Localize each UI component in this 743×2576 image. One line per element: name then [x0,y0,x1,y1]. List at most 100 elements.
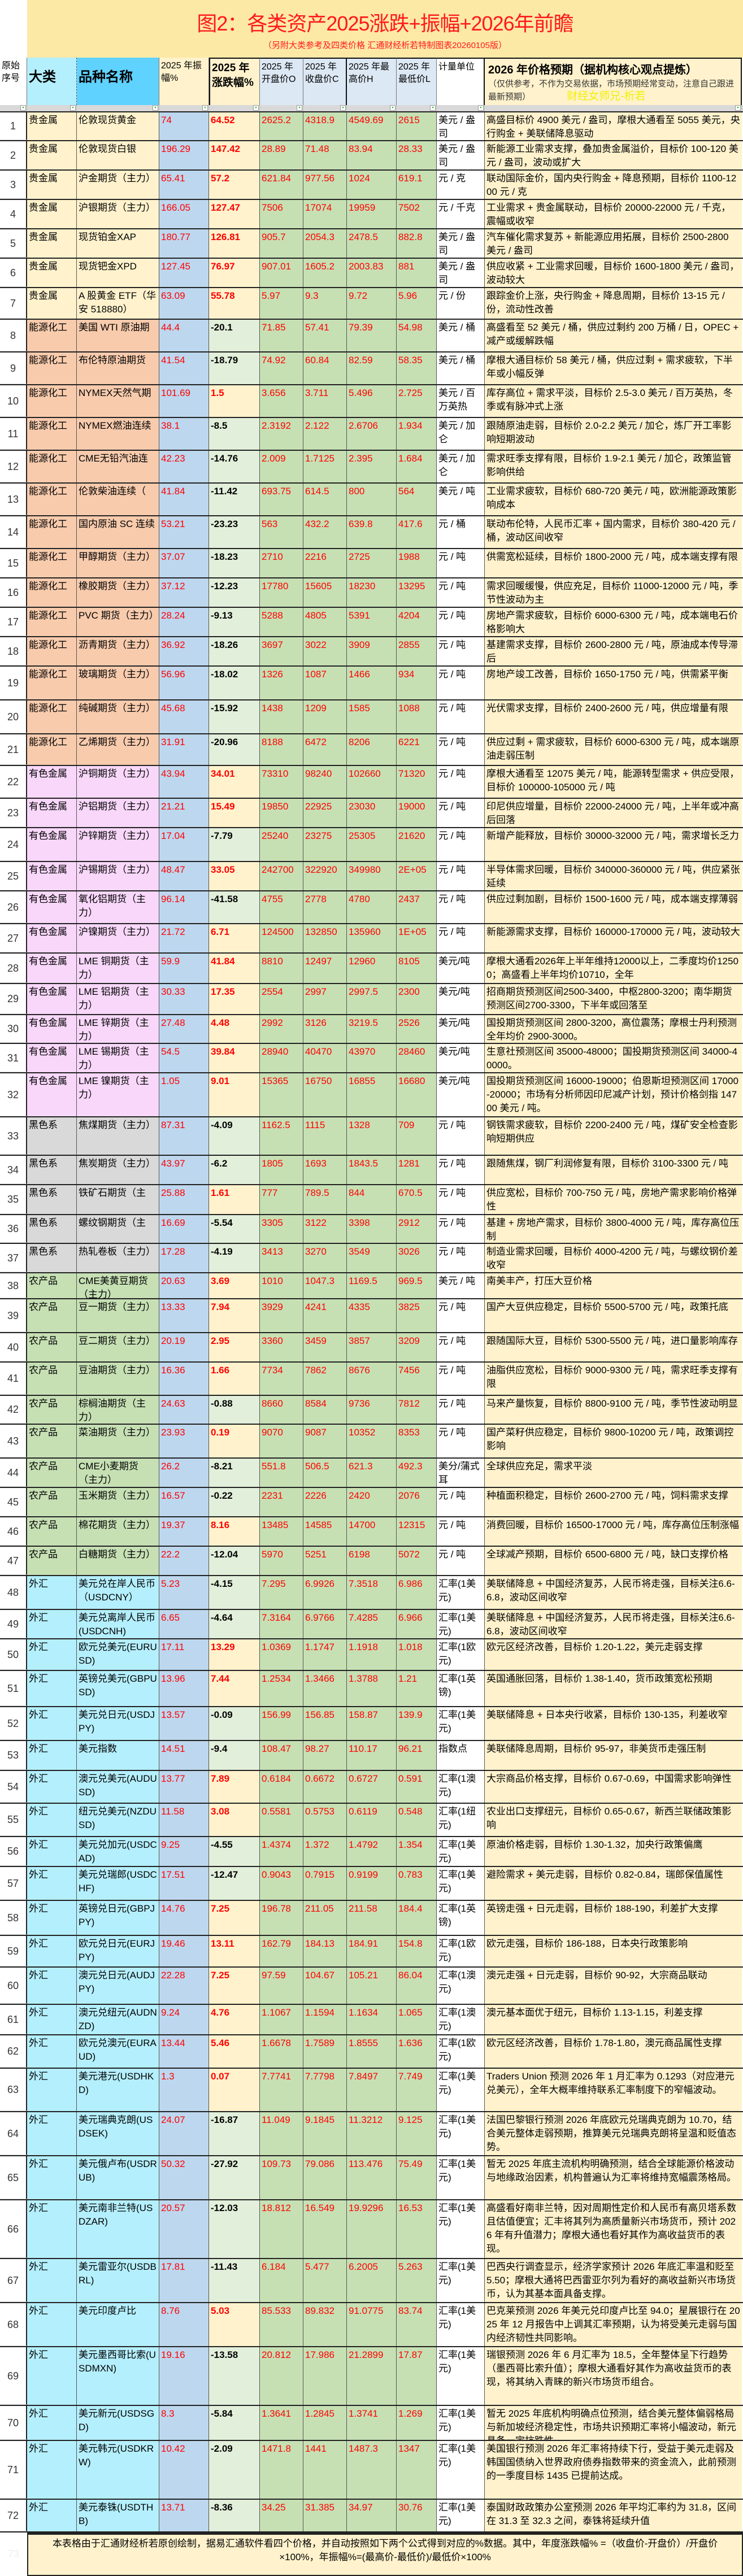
high-price-cell[interactable]: 18230 [347,578,397,607]
name-cell[interactable]: LME 锡期货（主力） [77,1044,159,1072]
unit-cell[interactable]: 汇率(1美元) [437,1707,485,1740]
category-cell[interactable]: 有色金属 [27,891,77,923]
category-cell[interactable]: 有色金属 [27,766,77,798]
open-price-cell[interactable]: 71.85 [260,320,303,351]
low-price-cell[interactable]: 3209 [397,1333,437,1361]
forecast-cell[interactable]: 巴西央行调查显示，经济学家预计 2026 年底汇率温和贬至 5.50；摩根大通将… [485,2259,742,2302]
unit-cell[interactable]: 元 / 吨 [437,700,485,733]
high-price-cell[interactable]: 1.3788 [347,1671,397,1706]
low-price-cell[interactable]: 0.591 [397,1771,437,1803]
amplitude-cell[interactable]: 21.21 [159,799,209,827]
row-seq[interactable]: 49 [0,1610,27,1638]
open-price-cell[interactable]: 1.1067 [260,2005,303,2034]
open-price-cell[interactable]: 6.184 [260,2259,303,2302]
amplitude-cell[interactable]: 196.29 [159,141,209,169]
open-price-cell[interactable]: 7.7741 [260,2069,303,2111]
row-seq[interactable]: 47 [0,1547,27,1575]
unit-cell[interactable]: 元 / 吨 [437,1425,485,1457]
name-cell[interactable]: 美元港元(USDHKD) [77,2069,159,2111]
amplitude-cell[interactable]: 50.32 [159,2156,209,2199]
header-seq[interactable]: 原始序号 [0,58,27,105]
forecast-cell[interactable]: 欧元区经济改善，目标价 1.20-1.22，美元走弱支撑 [485,1639,742,1670]
change-cell[interactable]: 4.76 [209,2005,260,2034]
low-price-cell[interactable]: 16.53 [397,2200,437,2258]
low-price-cell[interactable]: 2912 [397,1215,437,1243]
unit-cell[interactable]: 汇率(1美元) [437,2406,485,2440]
row-seq[interactable]: 30 [0,1015,27,1043]
close-price-cell[interactable]: 0.6672 [303,1771,347,1803]
name-cell[interactable]: 伦敦柴油连续（ [77,484,159,515]
amplitude-cell[interactable]: 9.24 [159,2005,209,2034]
amplitude-cell[interactable]: 56.96 [159,667,209,699]
open-price-cell[interactable]: 0.6184 [260,1771,303,1803]
row-seq[interactable]: 39 [0,1299,27,1332]
open-price-cell[interactable]: 3929 [260,1299,303,1332]
filter-dropdown-icon[interactable]: ▾ [340,105,346,111]
category-cell[interactable]: 贵金属 [27,229,77,258]
row-seq[interactable]: 23 [0,799,27,827]
high-price-cell[interactable]: 34.97 [347,2500,397,2531]
change-cell[interactable]: 7.25 [209,1901,260,1935]
name-cell[interactable]: 美元泰铢(USDTHB) [77,2500,159,2531]
category-cell[interactable]: 有色金属 [27,924,77,952]
row-seq[interactable]: 46 [0,1517,27,1546]
header-category[interactable]: 大类 [27,58,77,105]
close-price-cell[interactable]: 1.7589 [303,2035,347,2068]
close-price-cell[interactable]: 9.1845 [303,2112,347,2155]
name-cell[interactable]: NYMEX天然气期 [77,385,159,417]
high-price-cell[interactable]: 43970 [347,1044,397,1072]
high-price-cell[interactable]: 113.476 [347,2156,397,2199]
category-cell[interactable]: 农产品 [27,1333,77,1361]
amplitude-cell[interactable]: 127.45 [159,259,209,287]
low-price-cell[interactable]: 882.8 [397,229,437,258]
unit-cell[interactable]: 美元 / 盎司 [437,112,485,140]
name-cell[interactable]: 现货钯金XPD [77,259,159,287]
name-cell[interactable]: 白糖期货（主力） [77,1547,159,1575]
low-price-cell[interactable]: 6221 [397,734,437,765]
close-price-cell[interactable]: 2216 [303,549,347,577]
high-price-cell[interactable]: 7.8497 [347,2069,397,2111]
row-seq[interactable]: 58 [0,1901,27,1935]
unit-cell[interactable]: 美元 / 盎司 [437,141,485,169]
close-price-cell[interactable]: 17074 [303,200,347,228]
forecast-cell[interactable]: 高盛看好南非兰特，因对周期性定价和人民币有高贝塔系数且估值便宜；汇丰将其列为高质… [485,2200,742,2258]
row-seq[interactable]: 69 [0,2347,27,2405]
close-price-cell[interactable]: 1115 [303,1117,347,1155]
row-seq[interactable]: 13 [0,484,27,515]
row-seq[interactable]: 68 [0,2303,27,2346]
forecast-cell[interactable]: 生意社预测区间 35000-48000；国投期货预测区间 34000-40000… [485,1044,742,1072]
category-cell[interactable]: 能源化工 [27,418,77,450]
high-price-cell[interactable]: 158.87 [347,1707,397,1740]
high-price-cell[interactable]: 79.39 [347,320,397,351]
row-seq[interactable]: 50 [0,1639,27,1670]
change-cell[interactable]: -8.36 [209,2500,260,2531]
low-price-cell[interactable]: 1.934 [397,418,437,450]
forecast-cell[interactable]: 国产大豆供应稳定，目标价 5500-5700 元 / 吨，政策托底 [485,1299,742,1332]
change-cell[interactable]: 1.61 [209,1185,260,1214]
change-cell[interactable]: 5.03 [209,2303,260,2346]
high-price-cell[interactable]: 349980 [347,862,397,890]
forecast-cell[interactable]: 供应过剩 + 需求疲软，目标价 6000-6300 元 / 吨，成本端原油走弱压… [485,734,742,765]
row-seq[interactable]: 14 [0,516,27,548]
name-cell[interactable]: 美元新元(USDSGD) [77,2406,159,2440]
category-cell[interactable]: 外汇 [27,2259,77,2302]
high-price-cell[interactable]: 1169.5 [347,1273,397,1298]
category-cell[interactable]: 能源化工 [27,516,77,548]
name-cell[interactable]: 棉花期货（主力） [77,1517,159,1546]
open-price-cell[interactable]: 5970 [260,1547,303,1575]
low-price-cell[interactable]: 0.783 [397,1867,437,1900]
row-seq[interactable]: 48 [0,1576,27,1609]
name-cell[interactable]: CME美黄豆期货（主力） [77,1273,159,1298]
amplitude-cell[interactable]: 17.04 [159,828,209,861]
forecast-cell[interactable]: 招商期货预测区间2500-3400，中枢2800-3200；南华期货预测区间27… [485,984,742,1014]
high-price-cell[interactable]: 105.21 [347,1968,397,2004]
change-cell[interactable]: 127.47 [209,200,260,228]
row-seq[interactable]: 31 [0,1044,27,1072]
open-price-cell[interactable]: 28.89 [260,141,303,169]
amplitude-cell[interactable]: 87.31 [159,1117,209,1155]
unit-cell[interactable]: 元 / 吨 [437,667,485,699]
change-cell[interactable]: -18.79 [209,353,260,384]
amplitude-cell[interactable]: 16.69 [159,1215,209,1243]
high-price-cell[interactable]: 1.1634 [347,2005,397,2034]
amplitude-cell[interactable]: 54.5 [159,1044,209,1072]
